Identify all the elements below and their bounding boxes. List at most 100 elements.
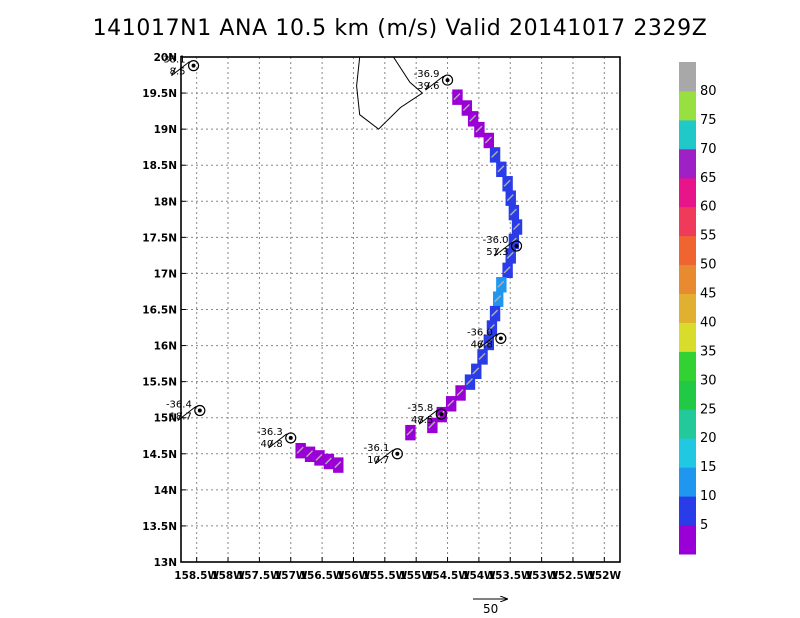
y-tick-label: 14N — [154, 485, 177, 497]
station-temperature: -35.8 — [407, 403, 433, 414]
x-tick-label: 155W — [399, 570, 433, 582]
x-tick-label: 154W — [462, 570, 496, 582]
colorbar-label: 25 — [700, 402, 717, 417]
wind-cell — [511, 219, 523, 235]
station-ring — [194, 404, 206, 417]
colorbar-label: 5 — [700, 518, 708, 533]
y-tick-label: 15N — [154, 413, 177, 425]
colorbar-label: 70 — [700, 142, 717, 157]
wind-barb-flag — [418, 415, 424, 425]
wind-cell — [333, 457, 344, 473]
wind-arrow — [506, 251, 514, 259]
wind-arrow — [324, 457, 332, 465]
wind-arrow — [453, 93, 461, 101]
wind-cell — [323, 453, 335, 470]
station-ring — [441, 74, 454, 86]
wind-arrow — [484, 136, 492, 144]
colorbar-segment — [679, 467, 696, 497]
wind-arrow — [497, 280, 505, 288]
station-ring — [285, 432, 297, 444]
wind-cell — [427, 417, 438, 434]
wind-arrow — [487, 324, 495, 332]
colorbar-label: 75 — [700, 113, 717, 128]
wind-arrow — [296, 446, 304, 454]
grid-lines — [181, 57, 620, 562]
wind-arrow — [306, 450, 314, 458]
wind-arrow — [475, 125, 483, 133]
wind-barb-flag — [268, 439, 274, 449]
wind-barb-flag — [171, 67, 176, 76]
y-tick-label: 20N — [154, 52, 177, 64]
station-speed: 40.8 — [260, 439, 282, 450]
stations: 38.18.5 -36.939.6-36.051.3-36.046.8-35.84… — [163, 55, 523, 466]
x-tick-label: 153.5W — [488, 570, 533, 582]
wind-arrow — [503, 179, 511, 187]
wind-cell — [502, 262, 513, 279]
wind-arrow — [491, 309, 499, 317]
wind-cell — [477, 349, 488, 365]
wind-cell — [483, 132, 495, 149]
wind-cell — [496, 161, 507, 178]
colorbar-segment — [679, 177, 696, 208]
station-marker: -36.340.8 — [257, 427, 297, 450]
y-tick-label: 17N — [154, 268, 177, 280]
station-temperature: -36.3 — [257, 427, 283, 438]
station-temperature: -36.1 — [363, 443, 389, 454]
wind-arrow — [406, 428, 414, 436]
reference-vector-label: 50 — [483, 602, 498, 616]
wind-arrows — [296, 93, 521, 469]
x-tick-label: 154.5W — [425, 570, 470, 582]
wind-cell — [405, 424, 416, 441]
wind-arrow — [478, 352, 486, 360]
colorbar-segment — [679, 438, 696, 468]
wind-arrow — [447, 399, 455, 407]
station-dot — [395, 451, 400, 456]
colorbar-label: 10 — [700, 489, 717, 504]
wind-arrow — [472, 367, 480, 375]
wind-barb — [425, 75, 444, 91]
station-temperature: -36.0 — [467, 327, 493, 338]
station-speed: 51.3 — [486, 247, 508, 258]
wind-cell — [295, 442, 306, 459]
station-dot — [514, 244, 519, 249]
colorbar-segment — [679, 351, 696, 381]
wind-cell — [505, 190, 516, 206]
station-speed: 46.8 — [471, 339, 493, 350]
station-ring — [435, 408, 447, 420]
station-ring — [510, 240, 523, 252]
wind-arrow — [513, 223, 521, 231]
wind-cells — [295, 89, 523, 473]
station-ring — [187, 60, 200, 72]
colorbar-label: 40 — [700, 315, 717, 330]
colorbar-label: 45 — [700, 287, 717, 302]
colorbar-segment — [679, 90, 696, 121]
wind-barb — [375, 449, 394, 465]
colorbar-segment — [679, 119, 696, 150]
wind-arrow — [503, 266, 511, 274]
wind-arrow — [494, 295, 502, 303]
wind-cell — [505, 248, 516, 264]
wind-arrow — [334, 461, 342, 469]
wind-barb — [494, 241, 513, 257]
axis-ticks: 158.5W158W157.5W157W156.5W156W155.5W155W… — [142, 52, 621, 582]
station-speed: 8.5 — [170, 67, 186, 78]
wind-cell — [489, 147, 501, 163]
x-tick-label: 152.5W — [551, 570, 596, 582]
colorbar-segment — [679, 264, 696, 295]
station-speed: 39.6 — [417, 81, 439, 92]
colorbar-label: 50 — [700, 258, 717, 273]
wind-cell — [452, 89, 463, 105]
colorbar-label: 35 — [700, 344, 717, 359]
colorbar-segment — [679, 525, 696, 555]
station-ring — [391, 448, 403, 460]
wind-barb — [478, 333, 498, 349]
colorbar-segment — [679, 322, 696, 352]
wind-cell — [486, 320, 498, 336]
y-tick-label: 19N — [154, 124, 177, 136]
colorbar-segment — [679, 148, 696, 179]
colorbar-segment — [679, 293, 696, 323]
station-dot — [191, 63, 196, 68]
wind-cell — [445, 396, 457, 412]
wind-barb-flag — [478, 340, 484, 349]
wind-cell — [496, 277, 507, 293]
